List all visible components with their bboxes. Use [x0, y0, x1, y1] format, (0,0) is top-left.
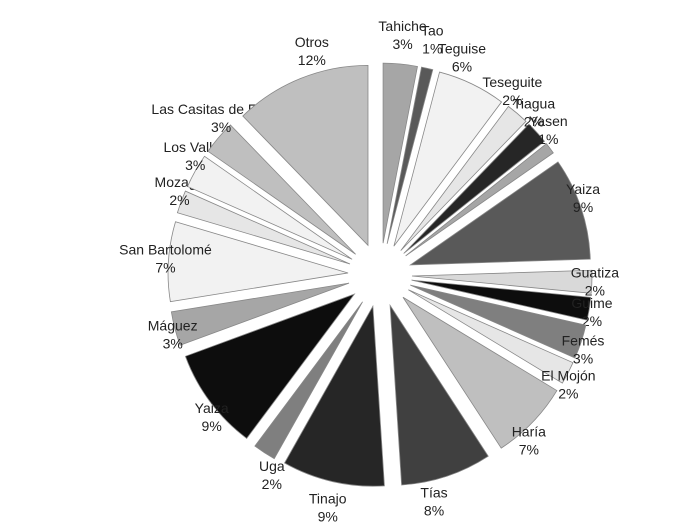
slice [207, 124, 356, 255]
slice [242, 64, 369, 247]
slice [408, 289, 574, 384]
slice-value-label: 7% [155, 259, 175, 275]
slice-value-label: 8% [424, 502, 444, 518]
slice-label: Tiagua [513, 95, 556, 111]
slice [411, 279, 592, 321]
slice [284, 304, 385, 487]
slice-label: Guime [571, 295, 612, 311]
slice-label: Uga [259, 458, 285, 474]
slice-label: Otros [295, 34, 329, 50]
slice-value-label: 6% [452, 58, 472, 74]
slice-value-label: 1% [538, 131, 558, 147]
slice-value-label: 7% [519, 442, 539, 458]
slice-value-label: 2% [169, 192, 189, 208]
slice-value-label: 9% [202, 418, 222, 434]
slice-value-label: 9% [318, 509, 338, 525]
slice-value-label: 12% [298, 52, 326, 68]
slice [402, 296, 558, 449]
slice-value-label: 2% [262, 476, 282, 492]
slice-label: Teguise [438, 40, 486, 56]
slice-value-label: 2% [582, 313, 602, 329]
slice-value-label: 2% [558, 386, 578, 402]
slice [403, 123, 545, 254]
slice-label: Yaiza [195, 400, 229, 416]
slice-label: El Mojón [541, 368, 595, 384]
slice-label: Teseguite [482, 74, 542, 90]
slice [393, 71, 503, 247]
slice-label: Yaiza [566, 181, 600, 197]
slice [176, 190, 351, 265]
slice [184, 293, 356, 439]
slice-label: Tías [420, 484, 447, 500]
slice-value-label: 9% [573, 199, 593, 215]
slice [386, 66, 434, 244]
slice [405, 143, 554, 257]
slice-label: Femés [562, 332, 605, 348]
slice-value-label: 2% [585, 282, 605, 298]
slice-label: Yasen [529, 113, 568, 129]
slice-label: Guatiza [571, 264, 619, 280]
slice-label: San Bartolomé [119, 241, 212, 257]
slice-label: Tao [421, 23, 444, 39]
slice [186, 155, 353, 260]
slice-label: Tinajo [309, 491, 347, 507]
slice-value-label: 3% [185, 157, 205, 173]
slice [170, 282, 350, 346]
slice-label: Máguez [148, 318, 198, 334]
slice-label: Tahiche [378, 18, 426, 34]
slice [382, 62, 418, 244]
slice [411, 269, 593, 294]
slice [400, 105, 527, 251]
slice [167, 221, 349, 303]
slice [254, 301, 363, 460]
slice [389, 303, 489, 486]
slice-value-label: 3% [573, 350, 593, 366]
slice-value-label: 2% [524, 113, 544, 129]
slice-value-label: 3% [392, 36, 412, 52]
slice-value-label: 3% [163, 336, 183, 352]
slice [410, 284, 587, 359]
slice [409, 161, 591, 266]
slice-value-label: 3% [211, 119, 231, 135]
slice-label: Haría [512, 424, 546, 440]
slice-value-label: 2% [502, 92, 522, 108]
slice-value-label: 1% [422, 41, 442, 57]
